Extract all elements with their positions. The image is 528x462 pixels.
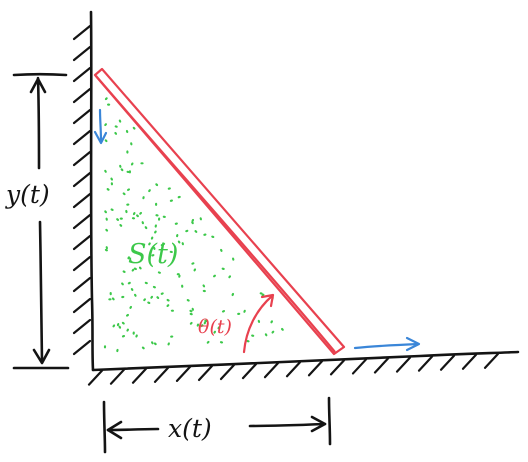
floor-icon: [87, 350, 520, 386]
angle-label: θ(t): [198, 316, 232, 338]
wall-icon: [72, 10, 95, 372]
ladder: [93, 67, 346, 356]
y-label: y(t): [5, 180, 50, 209]
area-label: S(t): [128, 239, 178, 270]
angle-arc: [242, 293, 275, 354]
arrow-down-icon: [93, 108, 108, 145]
x-label: x(t): [168, 414, 212, 443]
arrow-right-icon: [353, 336, 421, 352]
x-dimension: [102, 396, 332, 454]
y-dimension: [12, 72, 70, 370]
area-dots: [103, 97, 284, 353]
